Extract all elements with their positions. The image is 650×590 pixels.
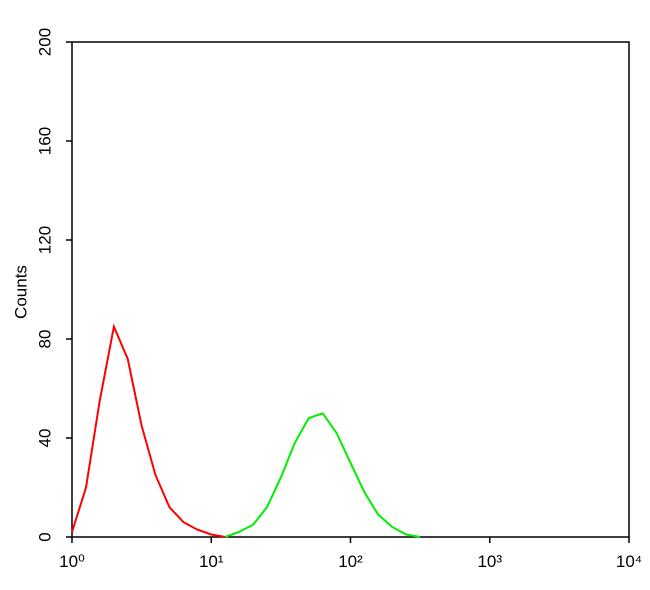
x-tick-label: 10² (338, 552, 363, 571)
y-tick-label: 200 (35, 28, 54, 56)
y-tick-label: 160 (35, 127, 54, 155)
y-axis-label: Counts (11, 265, 30, 319)
x-tick-label: 10⁰ (59, 552, 85, 571)
x-tick-label: 10¹ (199, 552, 224, 571)
x-tick-label: 10³ (477, 552, 502, 571)
y-tick-label: 0 (35, 532, 54, 541)
series-line (71, 323, 226, 538)
y-tick-label: 80 (35, 330, 54, 349)
series-line (224, 412, 421, 538)
x-tick-label: 10⁴ (616, 552, 642, 571)
y-tick-label: 120 (35, 226, 54, 254)
y-tick-label: 40 (35, 429, 54, 448)
